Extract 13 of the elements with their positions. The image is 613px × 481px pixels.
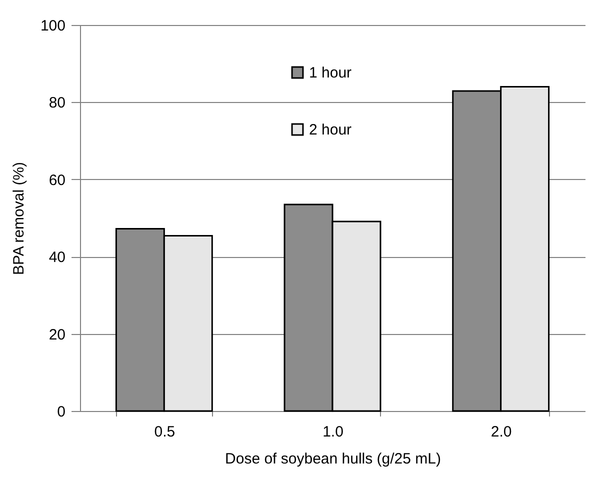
y-tick-label: 60 [48, 172, 66, 189]
y-tick-label: 0 [57, 404, 66, 420]
x-axis-title: Dose of soybean hulls (g/25 mL) [225, 450, 441, 468]
y-tick-label: 100 [40, 18, 66, 34]
x-tick-label: 2.0 [490, 424, 512, 440]
y-tick-label: 80 [48, 94, 66, 112]
x-tick-label: 0.5 [154, 424, 176, 440]
legend-label: 1 hour [309, 64, 352, 82]
legend-label: 2 hour [309, 122, 352, 138]
y-axis-title: BPA removal (%) [10, 162, 28, 276]
y-tick-label: 40 [48, 249, 66, 266]
y-tick-label: 20 [48, 326, 66, 344]
x-tick-label: 1.0 [322, 424, 344, 440]
